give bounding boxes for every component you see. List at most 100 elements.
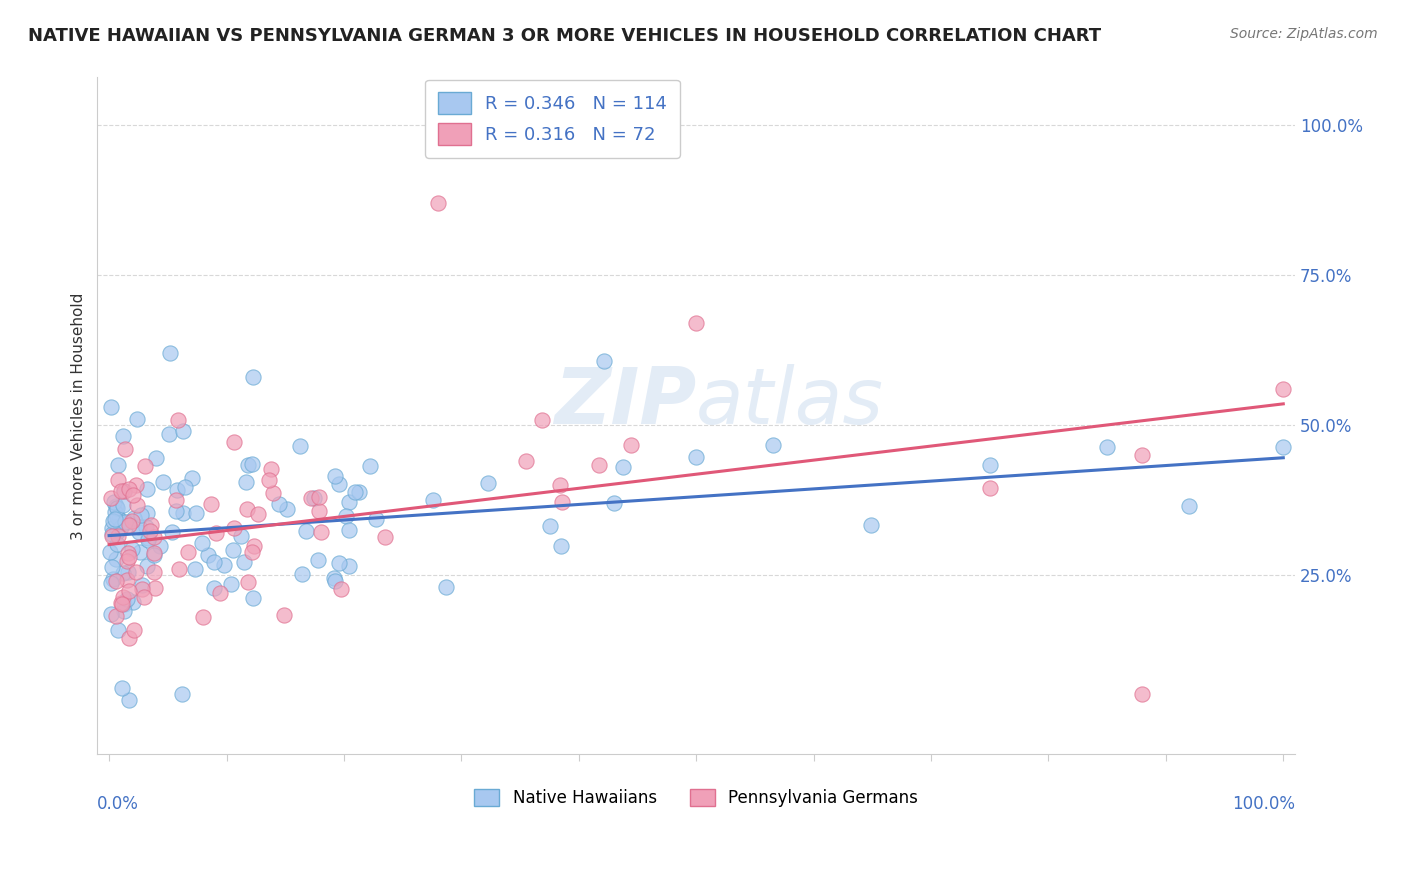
Point [118, 550, 141, 565]
Point [114, 515, 136, 529]
Point [100, 520, 122, 534]
Point [152, 475, 174, 490]
Point [112, 484, 135, 499]
Point [105, 499, 128, 513]
Point [135, 507, 157, 521]
Point [343, 484, 366, 499]
Point [135, 520, 157, 534]
Point [328, 477, 350, 491]
Point [122, 511, 145, 525]
Point [105, 524, 128, 539]
Point [204, 525, 226, 540]
Point [105, 574, 128, 589]
Point [118, 631, 141, 645]
Point [1130, 448, 1153, 462]
Text: atlas: atlas [696, 364, 884, 441]
Point [111, 597, 134, 611]
Point [235, 475, 257, 489]
Point [337, 523, 360, 537]
Point [240, 457, 263, 471]
Y-axis label: 3 or more Vehicles in Household: 3 or more Vehicles in Household [72, 293, 86, 540]
Point [308, 490, 330, 504]
Point [337, 495, 360, 509]
Point [125, 566, 148, 580]
Point [143, 565, 166, 579]
Point [374, 530, 396, 544]
Point [135, 482, 157, 496]
Point [233, 555, 256, 569]
Point [114, 603, 136, 617]
Point [131, 582, 153, 597]
Point [322, 571, 344, 585]
Point [685, 316, 707, 330]
Point [112, 483, 135, 498]
Point [200, 497, 222, 511]
Point [1272, 383, 1295, 397]
Point [98, 545, 121, 559]
Text: ZIP: ZIP [554, 364, 696, 441]
Point [125, 478, 148, 492]
Point [167, 562, 190, 576]
Point [145, 451, 167, 466]
Point [143, 546, 166, 560]
Point [172, 506, 194, 520]
Point [134, 458, 156, 473]
Point [291, 567, 314, 582]
Point [107, 623, 129, 637]
Point [110, 519, 132, 533]
Point [366, 512, 388, 526]
Point [422, 493, 444, 508]
Point [111, 681, 134, 696]
Point [242, 540, 264, 554]
Point [979, 458, 1001, 473]
Point [134, 591, 156, 605]
Point [247, 507, 270, 521]
Point [128, 545, 150, 559]
Point [157, 426, 180, 441]
Point [115, 553, 138, 567]
Point [620, 438, 643, 452]
Point [294, 524, 316, 538]
Point [104, 505, 127, 519]
Point [330, 582, 353, 596]
Point [117, 516, 139, 530]
Point [762, 438, 785, 452]
Point [162, 525, 184, 540]
Point [143, 582, 166, 596]
Point [349, 484, 371, 499]
Point [122, 595, 145, 609]
Point [323, 574, 346, 588]
Point [165, 503, 187, 517]
Point [177, 545, 200, 559]
Point [142, 549, 165, 563]
Point [191, 610, 214, 624]
Point [136, 531, 159, 545]
Point [117, 584, 139, 599]
Point [165, 493, 187, 508]
Point [612, 459, 634, 474]
Point [112, 428, 135, 442]
Point [550, 539, 572, 553]
Point [221, 577, 243, 591]
Point [121, 514, 143, 528]
Point [222, 521, 245, 535]
Point [114, 442, 136, 456]
Point [101, 527, 124, 541]
Point [108, 511, 131, 525]
Point [267, 497, 290, 511]
Point [434, 580, 457, 594]
Point [335, 509, 357, 524]
Point [360, 459, 382, 474]
Point [260, 462, 283, 476]
Point [142, 530, 165, 544]
Point [159, 346, 181, 360]
Point [129, 508, 152, 523]
Point [593, 354, 616, 368]
Point [307, 553, 329, 567]
Point [128, 520, 150, 534]
Point [117, 566, 139, 580]
Point [170, 687, 193, 701]
Point [202, 582, 225, 596]
Point [118, 518, 141, 533]
Point [103, 495, 125, 509]
